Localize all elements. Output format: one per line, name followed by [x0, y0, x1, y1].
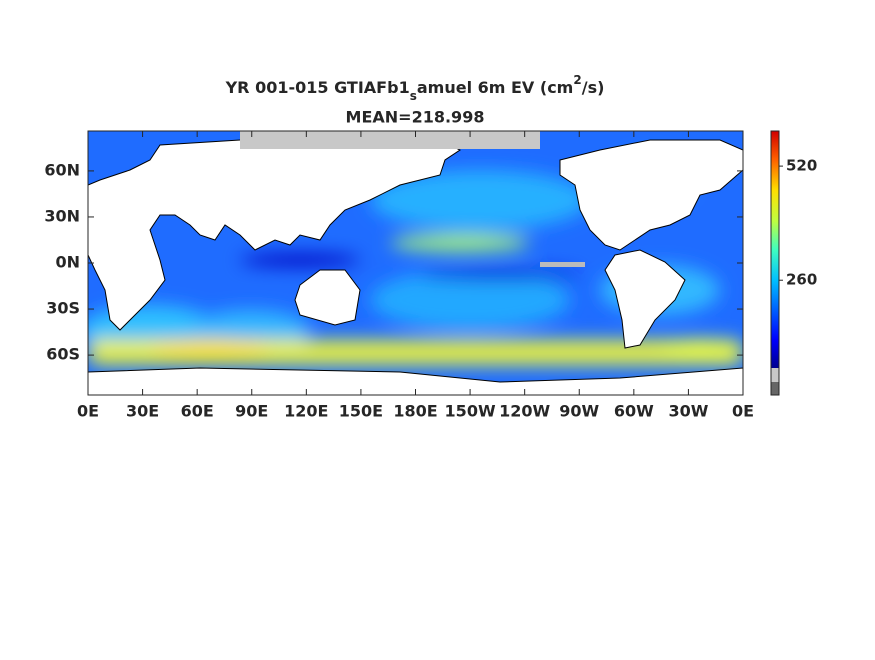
x-tick-label: 60W — [614, 402, 654, 421]
title-part: YR 001-015 GTIAFb1 — [225, 78, 410, 97]
land — [88, 367, 743, 395]
sea-ice — [240, 131, 540, 149]
x-tick-label: 0E — [732, 402, 754, 421]
map-field — [88, 131, 743, 395]
y-tick-label: 60S — [46, 345, 80, 364]
subtitle: MEAN=218.998 — [346, 108, 485, 127]
y-tick-label: 30S — [46, 299, 80, 318]
sea-ice — [540, 262, 585, 267]
land — [559, 139, 743, 251]
colorbar — [771, 131, 779, 368]
y-tick-label: 0N — [55, 253, 80, 272]
x-tick-label: 60E — [181, 402, 214, 421]
title-part: amuel 6m EV (cm — [417, 78, 574, 97]
x-tick-label: 90E — [235, 402, 268, 421]
x-tick-label: 150E — [339, 402, 383, 421]
x-tick-label: 150W — [445, 402, 496, 421]
colorbar-frame — [770, 130, 780, 396]
y-tick-label: 30N — [44, 206, 80, 225]
x-tick-label: 180E — [393, 402, 437, 421]
title-superscript: 2 — [573, 73, 581, 87]
land — [604, 249, 686, 349]
colorbar-bin — [771, 368, 779, 382]
x-tick-label: 30W — [668, 402, 708, 421]
title: YR 001-015 GTIAFb1samuel 6m EV (cm2/s) — [225, 73, 605, 103]
title-part: /s) — [582, 78, 605, 97]
colorbar-tick-label: 260 — [786, 271, 817, 289]
title-subscript: s — [410, 89, 417, 103]
land — [294, 269, 361, 326]
x-tick-label: 0E — [77, 402, 99, 421]
x-tick-label: 30E — [126, 402, 159, 421]
x-tick-label: 120E — [284, 402, 328, 421]
x-tick-label: 90W — [559, 402, 599, 421]
x-tick-label: 120W — [499, 402, 550, 421]
colorbar-tick-label: 520 — [786, 157, 817, 175]
y-tick-label: 60N — [44, 160, 80, 179]
colorbar-bin — [771, 382, 779, 395]
